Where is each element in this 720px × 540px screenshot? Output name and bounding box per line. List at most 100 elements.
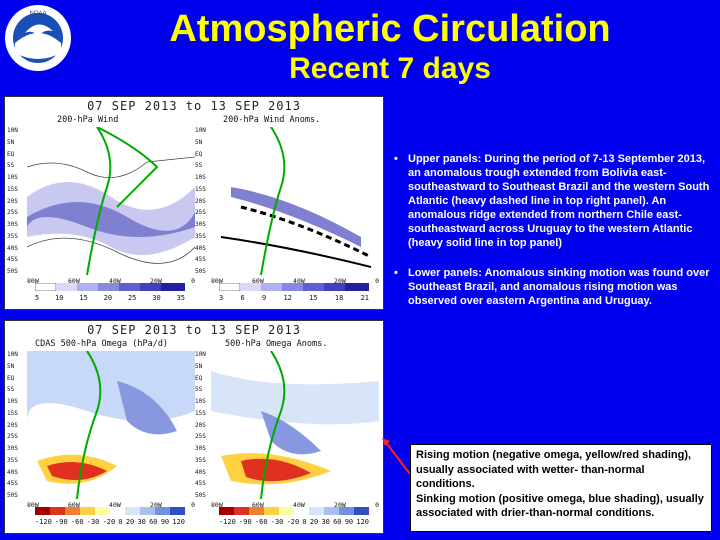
- bullet-lower-panels: • Lower panels: Anomalous sinking motion…: [392, 266, 712, 308]
- lat-tick-label: 15S: [7, 409, 18, 417]
- colorbar-tick-label: -60: [254, 518, 268, 526]
- colorbar-tick-label: -30: [86, 518, 100, 526]
- bullet-text: Lower panels: Anomalous sinking motion w…: [408, 267, 710, 307]
- svg-text:NOAA: NOAA: [29, 11, 46, 17]
- lat-tick-label: EQ: [7, 150, 15, 158]
- colorbar-tick-label: -20: [102, 518, 116, 526]
- page-title: Atmospheric Circulation: [169, 8, 611, 50]
- colorbar-tick-label: -60: [70, 518, 84, 526]
- colorbar-tick-label: 15: [79, 294, 88, 302]
- lat-tick-label: 5N: [7, 138, 15, 146]
- lat-tick-label: 10S: [7, 398, 18, 405]
- lat-tick-label: 10N: [195, 127, 206, 134]
- colorbar-tick-label: 60: [149, 518, 158, 526]
- lat-tick-label: 45S: [195, 256, 206, 264]
- lon-tick-label: 40W: [109, 501, 121, 509]
- lat-tick-label: 30S: [195, 445, 206, 452]
- colorbar-tick-label: -120: [219, 518, 236, 526]
- wind-anom-map: [211, 127, 379, 275]
- omega-map: [27, 351, 195, 499]
- lat-tick-label: 10S: [195, 174, 206, 181]
- colorbar-tick-label: 15: [309, 294, 318, 302]
- lat-tick-label: 35S: [195, 232, 206, 240]
- lat-tick-label: 20S: [7, 197, 18, 205]
- lat-tick-label: 40S: [7, 244, 18, 252]
- lon-tick-label: 0: [375, 501, 379, 509]
- colorbar-tick-label: 25: [127, 294, 137, 302]
- lon-tick-label: 60W: [68, 277, 80, 285]
- colorbar-tick-label: 90: [160, 518, 170, 526]
- lat-tick-label: 30S: [7, 221, 18, 228]
- lon-tick-label: 80W: [211, 501, 223, 509]
- lat-tick-label: 15S: [195, 409, 206, 417]
- colorbar-tick-label: 6: [240, 294, 245, 302]
- lat-tick-label: 10N: [7, 127, 18, 134]
- colorbar-tick-label: 0: [302, 518, 307, 526]
- lat-tick-label: 40S: [195, 468, 206, 476]
- lon-tick-label: 20W: [150, 277, 162, 285]
- lat-tick-label: 40S: [7, 468, 18, 476]
- colorbar-tick-label: -90: [55, 518, 68, 526]
- lat-axis-left: 10N 5N EQ 5S 10S 15S 20S 25S 30S 35S 40S 45S 50S: [7, 127, 18, 275]
- lon-tick-label: 20W: [150, 501, 162, 509]
- noaa-logo: NOAA: [5, 5, 71, 71]
- wind-colorbar: [35, 283, 185, 291]
- colorbar-tick-label: 3: [219, 294, 224, 302]
- lat-tick-label: 45S: [7, 480, 18, 488]
- lat-tick-label: 20S: [195, 421, 206, 429]
- colorbar-tick-label: 0: [118, 518, 123, 526]
- lon-axis-left: 80W 60W 40W 20W 0: [27, 501, 195, 509]
- bullet-dot: •: [394, 153, 398, 165]
- lon-tick-label: 40W: [109, 277, 121, 285]
- colorbar-tick-label: 30: [152, 294, 161, 302]
- bullet-text: Upper panels: During the period of 7-13 …: [408, 153, 710, 249]
- lon-tick-label: 80W: [27, 501, 39, 509]
- lat-tick-label: 35S: [7, 232, 18, 240]
- wind-colorbar-labels: 5 10 15 20 25 30 35: [35, 294, 185, 302]
- lat-axis-right: 10N 5N EQ 5S 10S 15S 20S 25S 30S 35S 40S 45S 50S: [195, 351, 206, 499]
- lon-tick-label: 60W: [68, 501, 80, 509]
- colorbar-tick-label: 20: [125, 518, 135, 526]
- lat-tick-label: 50S: [7, 268, 18, 275]
- colorbar-tick-label: -20: [286, 518, 300, 526]
- colorbar-tick-label: 120: [356, 518, 369, 526]
- callout-sinking: Sinking motion (positive omega, blue sha…: [416, 492, 704, 520]
- lat-tick-label: 45S: [7, 256, 18, 264]
- colorbar-tick-label: -30: [270, 518, 284, 526]
- bullet-dot: •: [394, 267, 398, 279]
- colorbar-tick-label: 9: [261, 294, 267, 302]
- wind-map: [27, 127, 195, 275]
- lat-tick-label: 5S: [7, 386, 15, 394]
- lat-axis-right: 10N 5N EQ 5S 10S 15S 20S 25S 30S 35S 40S 45S 50S: [195, 127, 206, 275]
- page-subtitle: Recent 7 days: [289, 52, 491, 85]
- colorbar-tick-label: 18: [334, 294, 344, 302]
- lat-tick-label: 10N: [7, 351, 18, 358]
- omega-legend-callout: Rising motion (negative omega, yellow/re…: [410, 444, 712, 532]
- lat-tick-label: 25S: [7, 433, 18, 441]
- lat-axis-left: 10N 5N EQ 5S 10S 15S 20S 25S 30S 35S 40S 45S 50S: [7, 351, 18, 499]
- panel-label-omega-anoms: 500-hPa Omega Anoms.: [225, 339, 328, 349]
- lat-tick-label: 5N: [195, 362, 203, 370]
- wind-anom-colorbar-labels: 3 6 9 12 15 18 21: [219, 294, 369, 302]
- lat-tick-label: 50S: [195, 268, 206, 275]
- lat-tick-label: EQ: [195, 374, 203, 382]
- panel-label-wind-anoms: 200-hPa Wind Anoms.: [223, 115, 321, 125]
- omega-anom-colorbar-labels: -120 -90 -60 -30 -20 0 20 30 60 90 120: [219, 518, 369, 526]
- lon-tick-label: 80W: [27, 277, 39, 285]
- lon-tick-label: 60W: [252, 277, 264, 285]
- wind-figure: 07 SEP 2013 to 13 SEP 2013 200-hPa Wind …: [4, 96, 384, 310]
- lon-tick-label: 20W: [334, 501, 346, 509]
- lat-tick-label: 35S: [195, 456, 206, 464]
- lat-tick-label: 5S: [195, 386, 203, 394]
- lat-tick-label: 25S: [195, 433, 206, 441]
- callout-arrow: [382, 438, 411, 475]
- colorbar-tick-label: 12: [283, 294, 292, 302]
- lat-tick-label: 25S: [195, 209, 206, 217]
- lon-tick-label: 0: [375, 277, 379, 285]
- figure-date-range: 07 SEP 2013 to 13 SEP 2013: [87, 323, 301, 337]
- lat-tick-label: 15S: [7, 185, 18, 193]
- lat-tick-label: 20S: [7, 421, 18, 429]
- omega-figure: 07 SEP 2013 to 13 SEP 2013 CDAS 500-hPa …: [4, 320, 384, 534]
- panel-label-wind: 200-hPa Wind: [57, 115, 119, 125]
- lon-tick-label: 40W: [293, 277, 305, 285]
